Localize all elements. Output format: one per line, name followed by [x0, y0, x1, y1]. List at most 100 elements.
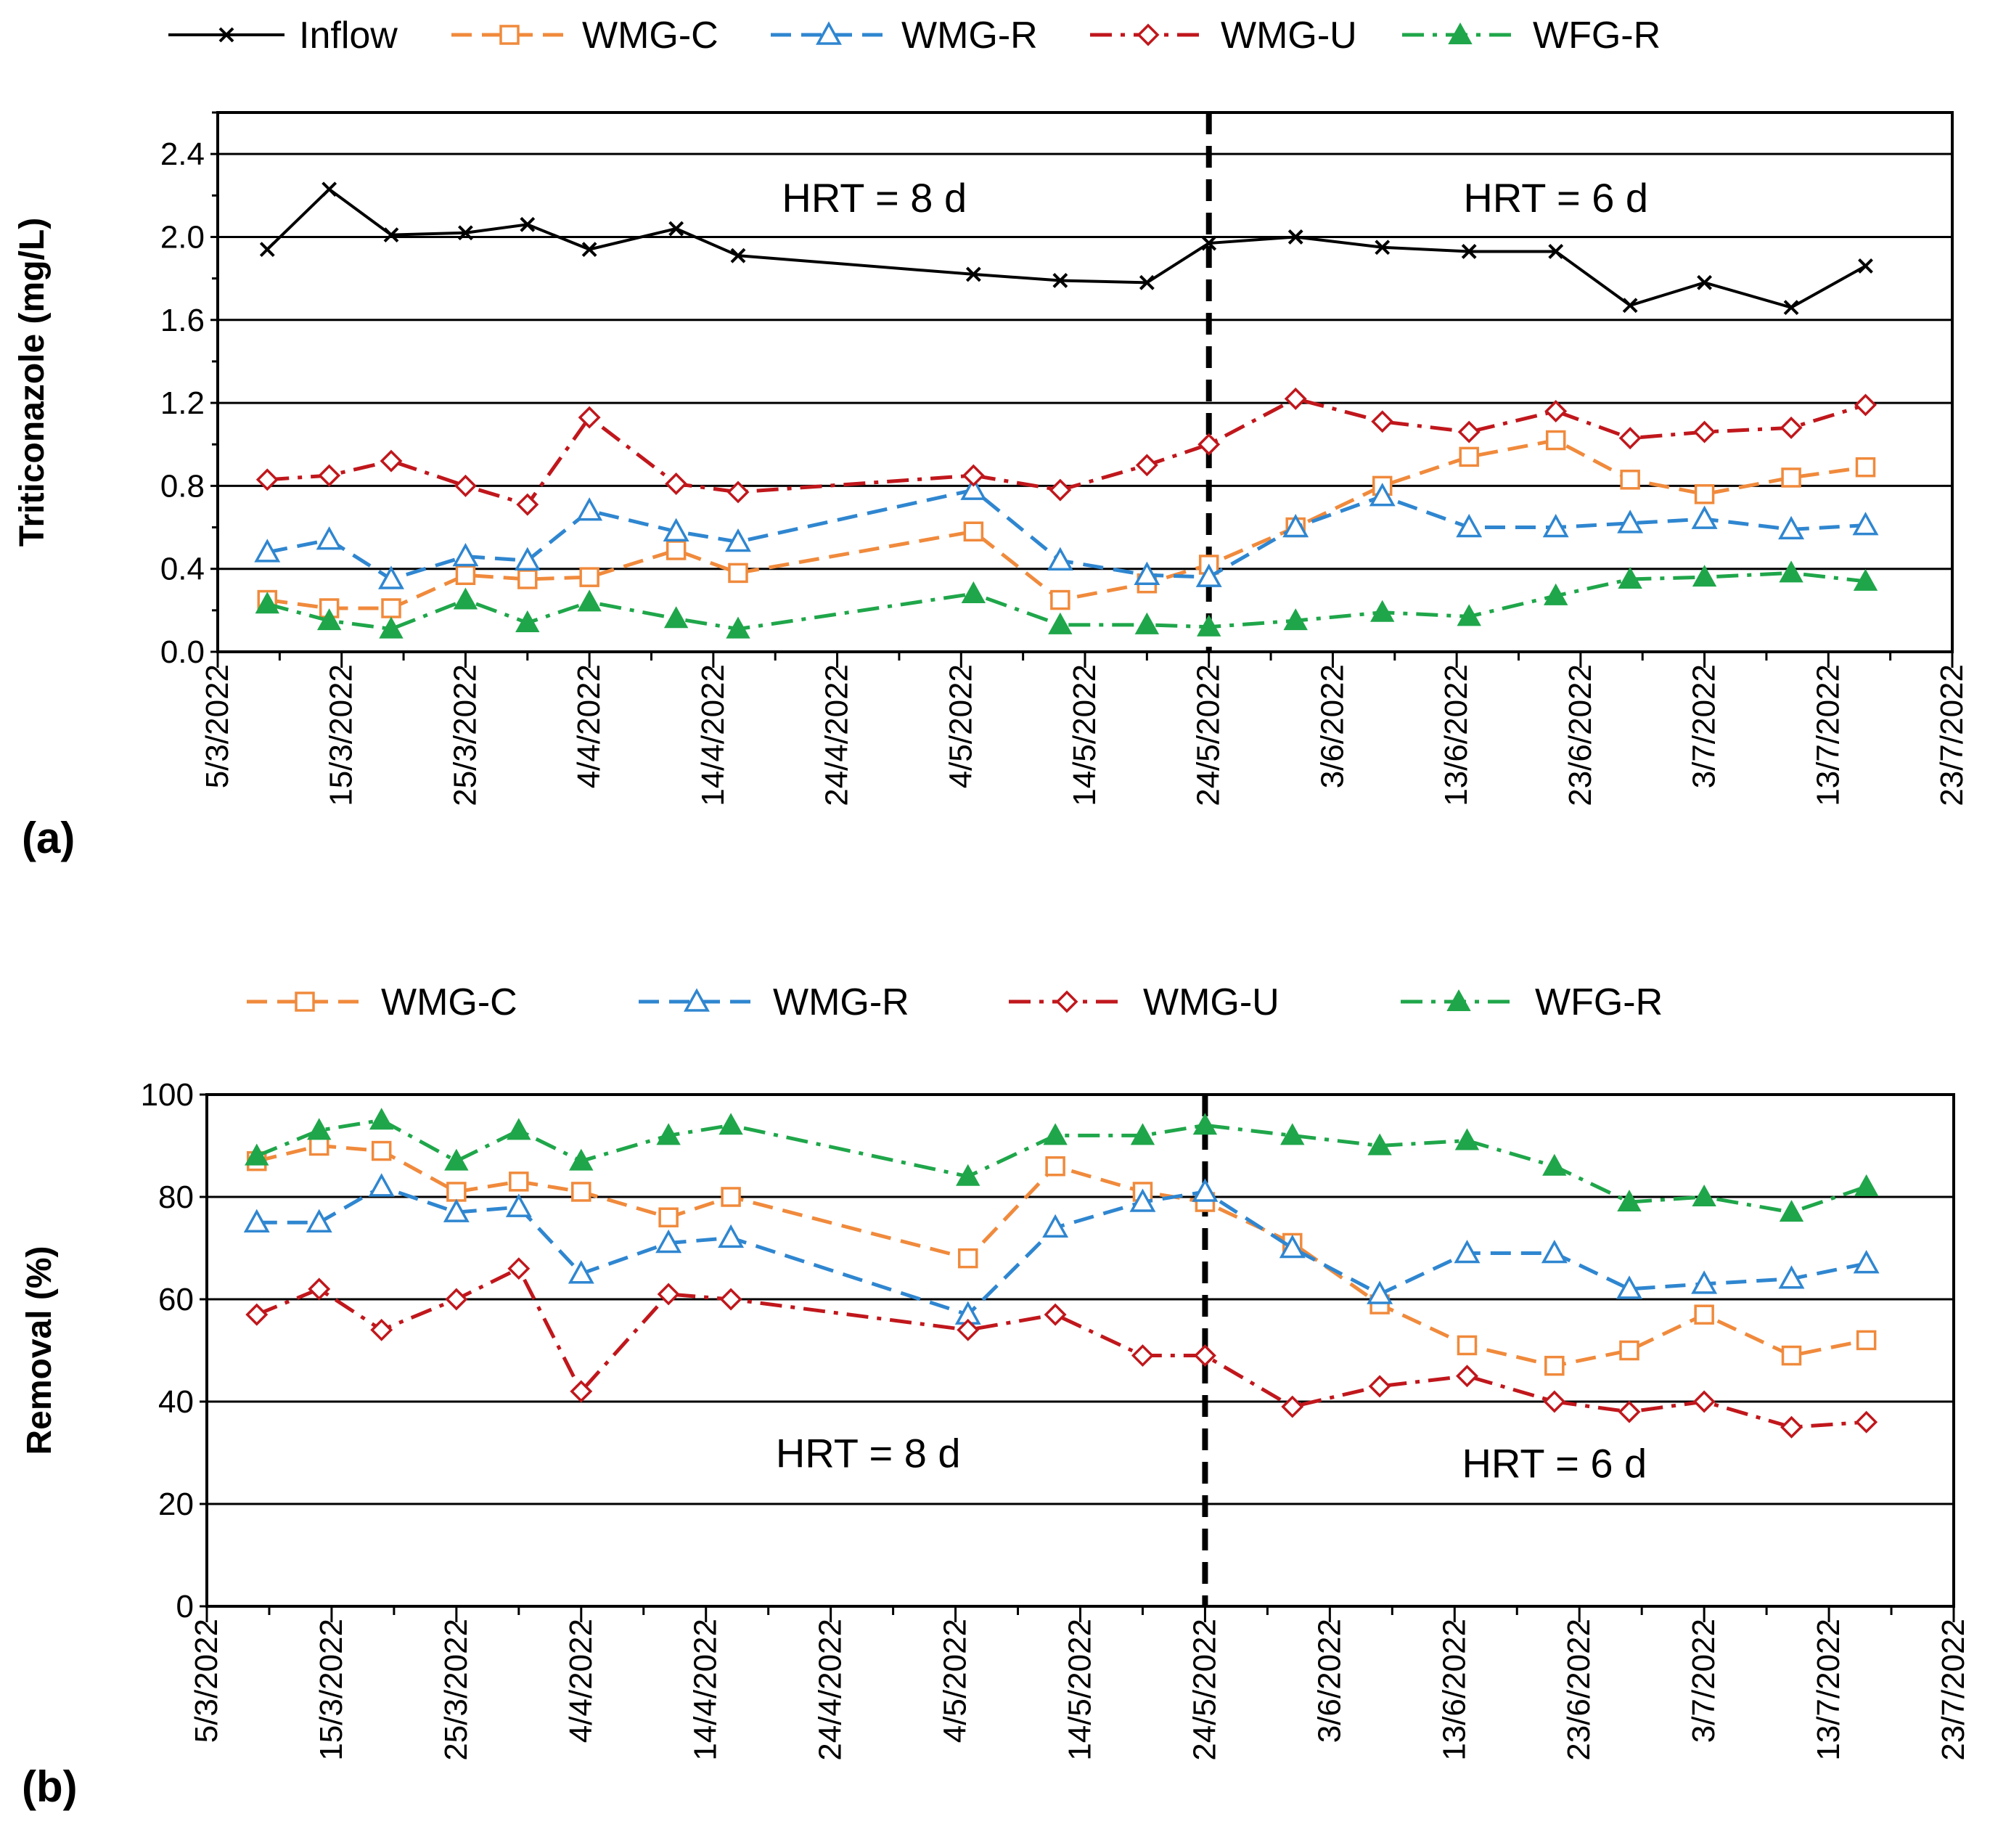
data-point	[962, 464, 985, 487]
data-point	[1197, 433, 1221, 456]
data-point	[383, 227, 399, 243]
data-point	[1545, 430, 1566, 451]
x-tick-label: 15/3/2022	[324, 664, 359, 806]
data-point	[455, 565, 476, 586]
data-point	[1853, 568, 1878, 591]
data-point	[1854, 393, 1877, 417]
legend-marker	[1446, 989, 1471, 1011]
data-point	[1287, 229, 1303, 245]
data-point	[245, 1143, 269, 1166]
plot-frame	[216, 111, 1954, 653]
data-point	[721, 1187, 741, 1207]
data-point	[719, 1288, 742, 1311]
data-point	[1693, 420, 1716, 443]
x-tick-label: 5/3/2022	[189, 1619, 224, 1743]
data-point	[960, 476, 987, 500]
data-point	[516, 493, 539, 516]
data-point	[454, 474, 477, 497]
data-point	[577, 589, 602, 612]
data-point	[444, 1148, 469, 1171]
data-point	[1778, 515, 1805, 540]
series-wmg-r	[243, 1173, 1880, 1325]
data-point	[1050, 589, 1070, 610]
data-point	[307, 1118, 332, 1140]
series-line	[255, 1118, 1867, 1214]
chart-panel-a: 0.0 0.4 0.8 1.2 1.6 2.0 2.4 5/3/2022 15/3/2022 25…	[13, 15, 1970, 862]
data-point	[379, 616, 404, 639]
data-point	[963, 521, 984, 542]
data-point	[243, 1209, 270, 1232]
y-tick-label: 2.0	[160, 219, 205, 255]
y-tick-label: 0	[176, 1589, 194, 1624]
data-point	[1691, 505, 1718, 529]
data-point	[1858, 258, 1873, 274]
x-tick-label: 23/6/2022	[1563, 664, 1598, 806]
data-point	[1620, 470, 1640, 490]
legend-marker	[816, 21, 842, 45]
data-point	[507, 1257, 531, 1280]
x-tick-label: 23/6/2022	[1561, 1619, 1597, 1761]
data-point	[725, 528, 751, 552]
data-point	[1279, 1234, 1306, 1259]
data-point	[1617, 510, 1644, 533]
data-point	[581, 242, 597, 258]
data-point	[568, 1260, 594, 1284]
data-point	[1542, 513, 1569, 538]
data-point	[1618, 1400, 1641, 1423]
data-point	[1284, 387, 1307, 410]
data-point	[726, 481, 750, 504]
data-point	[1542, 1153, 1567, 1176]
legend-item: WFG-R	[1401, 981, 1663, 1023]
data-point	[381, 598, 401, 618]
x-tick-label: 24/4/2022	[813, 1619, 848, 1761]
data-point	[1780, 1415, 1803, 1439]
data-point	[718, 1113, 743, 1135]
data-point	[1783, 300, 1799, 316]
data-point	[576, 497, 603, 521]
x-tick-label: 25/3/2022	[447, 664, 483, 806]
data-point	[520, 216, 536, 232]
data-point	[316, 608, 342, 631]
data-point	[1548, 244, 1564, 259]
data-point	[514, 547, 541, 571]
data-point	[453, 587, 478, 610]
data-point	[570, 1380, 593, 1403]
data-point	[452, 542, 479, 567]
data-point	[1854, 1174, 1879, 1196]
series-line	[266, 571, 1866, 631]
data-point	[1779, 560, 1803, 583]
data-point	[1375, 240, 1391, 255]
data-point	[1042, 1214, 1069, 1238]
data-point	[1461, 244, 1477, 259]
data-point	[1052, 273, 1068, 288]
data-point	[1541, 1239, 1568, 1264]
data-point	[1280, 1123, 1305, 1145]
data-point	[657, 1283, 680, 1306]
data-point	[1192, 1178, 1219, 1202]
legend-item: WMG-C	[451, 15, 718, 57]
data-point	[1193, 1344, 1216, 1367]
data-point	[1201, 235, 1217, 251]
legend-label: WMG-U	[1221, 15, 1357, 57]
data-point	[517, 569, 538, 589]
legend-marker	[499, 25, 520, 45]
x-tick-label: 3/7/2022	[1687, 664, 1722, 788]
data-point	[665, 473, 688, 496]
legend-label: WMG-R	[773, 981, 909, 1023]
x-tick-label: 24/5/2022	[1191, 664, 1227, 806]
series-line	[266, 488, 1866, 581]
data-point	[655, 1229, 682, 1254]
data-point	[579, 567, 599, 587]
data-point	[1135, 454, 1158, 477]
data-point	[1457, 1335, 1478, 1356]
data-point	[1544, 1355, 1565, 1376]
data-point	[1454, 1239, 1481, 1264]
data-point	[569, 1148, 594, 1171]
x-tick-label: 3/6/2022	[1311, 1619, 1347, 1743]
hrt-annotation: HRT = 6 d	[1463, 175, 1648, 221]
data-point	[1367, 1133, 1392, 1156]
y-tick-label: 80	[158, 1179, 194, 1215]
legend: WMG-C WMG-R WMG-U WFG-R	[247, 981, 1663, 1023]
data-point	[1045, 1156, 1065, 1177]
